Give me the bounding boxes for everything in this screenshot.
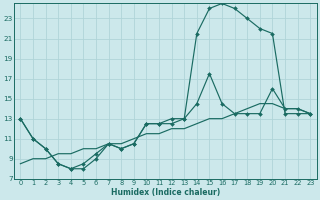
X-axis label: Humidex (Indice chaleur): Humidex (Indice chaleur)	[111, 188, 220, 197]
